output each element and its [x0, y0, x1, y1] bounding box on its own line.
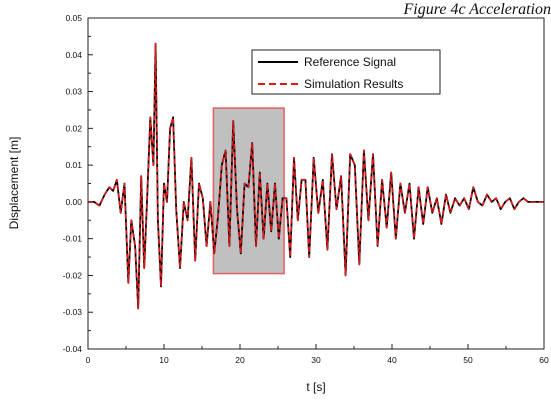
plot-frame: [87, 17, 545, 350]
x-tick-label: 30: [311, 355, 321, 365]
legend: Reference Signal Simulation Results: [251, 49, 441, 95]
y-tick-label: 0.04: [65, 50, 82, 60]
y-tick-label: 0.05: [65, 13, 82, 23]
x-tick-label: 50: [463, 355, 473, 365]
highlight-region: [212, 107, 285, 275]
y-axis-title: Displacement [m]: [7, 137, 21, 230]
x-tick-label: 40: [387, 355, 397, 365]
y-tick-label: -0.03: [63, 307, 83, 317]
y-tick-label: -0.02: [63, 270, 83, 280]
x-tick-label: 0: [86, 355, 91, 365]
y-tick-label: 0.00: [65, 197, 82, 207]
x-tick-label: 20: [235, 355, 245, 365]
y-tick-label: -0.04: [63, 344, 83, 354]
legend-label-simulation: Simulation Results: [304, 77, 403, 91]
legend-label-reference: Reference Signal: [304, 55, 396, 69]
x-axis-title: t [s]: [306, 380, 325, 394]
x-tick-label: 10: [159, 355, 169, 365]
legend-box: [251, 49, 441, 95]
x-tick-label: 60: [539, 355, 549, 365]
plot-area: 0 10 20 30 40 50 60 -0.04 -0.03 -0.02 -0.01 0.00 0.0…: [63, 13, 549, 365]
series-line-simulation: [88, 42, 544, 310]
y-tick-label: 0.03: [65, 87, 82, 97]
y-tick-label: 0.02: [65, 123, 82, 133]
y-tick-label: -0.01: [63, 234, 83, 244]
y-tick-label: 0.01: [65, 160, 82, 170]
figure-caption: Figure 4c Acceleration: [402, 1, 551, 18]
